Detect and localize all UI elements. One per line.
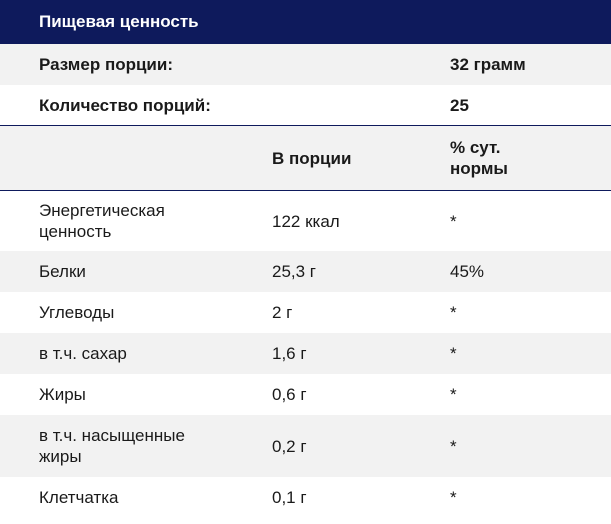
nutrient-amount: 2 г (272, 303, 293, 322)
nutrient-name-line1: Энергетическая (39, 201, 165, 220)
nutrient-name-line1: в т.ч. насыщенные (39, 426, 185, 445)
nutrient-daily-value: * (450, 303, 457, 322)
table-row: Клетчатка 0,1 г * (0, 477, 611, 518)
nutrient-amount: 1,6 г (272, 344, 307, 363)
nutrient-name: Энергетическая ценность (0, 200, 272, 242)
column-per-serving: В порции (272, 148, 352, 168)
nutrient-daily-value: 45% (450, 262, 485, 281)
nutrient-amount: 0,1 г (272, 488, 307, 507)
table-header: Пищевая ценность (0, 0, 611, 44)
servings-count-row: Количество порций: 25 (0, 85, 611, 126)
table-row: Жиры 0,6 г * (0, 374, 611, 415)
nutrient-name-line2: ценность (39, 222, 112, 241)
nutrient-amount: 0,2 г (272, 436, 307, 456)
nutrient-name: Клетчатка (39, 488, 119, 507)
nutrient-name: в т.ч. сахар (39, 344, 127, 363)
nutrient-daily-value: * (450, 385, 457, 404)
table-row: Углеводы 2 г * (0, 292, 611, 333)
table-row: Энергетическая ценность 122 ккал * (0, 191, 611, 251)
table-row: Белки 25,3 г 45% (0, 251, 611, 292)
nutrient-daily-value: * (450, 436, 457, 456)
nutrient-amount: 122 ккал (272, 211, 340, 231)
column-daily-value-line2: нормы (450, 159, 508, 178)
nutrient-daily-value: * (450, 488, 457, 507)
servings-count-label: Количество порций: (39, 95, 211, 115)
nutrient-name: Жиры (39, 385, 86, 404)
nutrient-amount: 0,6 г (272, 385, 307, 404)
servings-count-value: 25 (450, 95, 469, 115)
table-row: в т.ч. насыщенные жиры 0,2 г * (0, 415, 611, 477)
serving-size-row: Размер порции: 32 грамм (0, 44, 611, 85)
column-daily-value: % сут. нормы (450, 137, 611, 179)
nutrient-name: в т.ч. насыщенные жиры (0, 425, 272, 467)
nutrient-name: Углеводы (39, 303, 115, 322)
column-header-row: В порции % сут. нормы (0, 126, 611, 191)
table-title: Пищевая ценность (39, 12, 199, 31)
table-row: в т.ч. сахар 1,6 г * (0, 333, 611, 374)
nutrient-daily-value: * (450, 344, 457, 363)
nutrient-name: Белки (39, 262, 86, 281)
nutrient-name-line2: жиры (39, 447, 82, 466)
serving-size-label: Размер порции: (39, 55, 173, 74)
serving-size-value: 32 грамм (450, 55, 526, 74)
column-daily-value-line1: % сут. (450, 138, 501, 157)
nutrient-amount: 25,3 г (272, 262, 317, 281)
nutrient-daily-value: * (450, 211, 457, 231)
